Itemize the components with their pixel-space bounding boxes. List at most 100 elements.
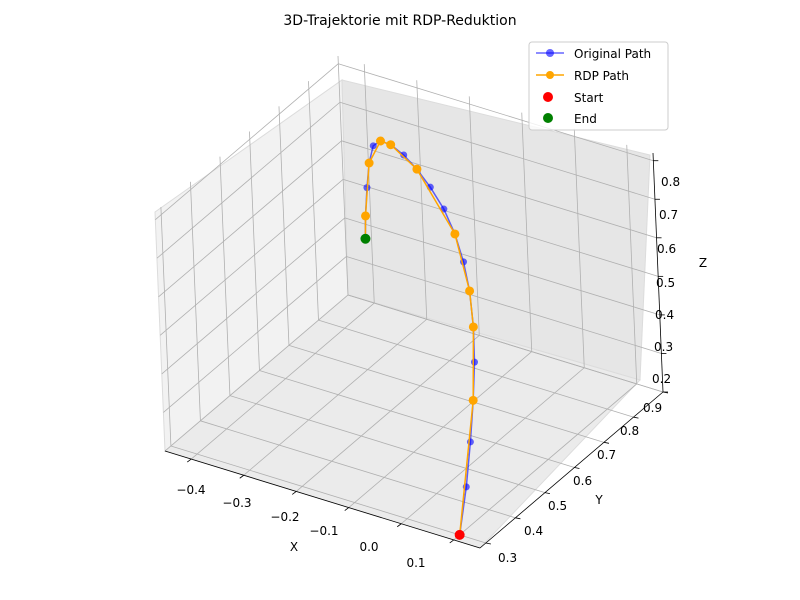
x-gridline-floor [295, 335, 480, 492]
rdp-path-point [364, 158, 374, 168]
y-tick-mark [544, 492, 551, 495]
x-tick-label: −0.2 [270, 510, 299, 524]
y-tick-label: 0.9 [643, 401, 662, 415]
rdp-path-point [386, 140, 396, 150]
rdp-path-point [468, 395, 478, 405]
y-tick-mark [574, 467, 580, 469]
y-gridline-floor [288, 344, 605, 443]
y-gridline-side [190, 181, 201, 421]
x-axis-line [164, 450, 481, 549]
x-gridline-back [416, 80, 428, 320]
series-layer [360, 136, 478, 540]
x-gridline-floor [348, 351, 533, 508]
z-tick-label: 0.5 [656, 276, 675, 290]
y-gridline-floor [229, 395, 546, 494]
z-gridline-side [159, 179, 344, 336]
y-tick-label: 0.5 [548, 499, 567, 513]
original-path-point [466, 438, 474, 446]
legend-marker-start [543, 92, 553, 102]
z-gridline-back [341, 140, 657, 239]
x-tick-mark [397, 523, 402, 528]
legend-label-rdp: RDP Path [574, 69, 629, 83]
y-tick-mark [603, 441, 610, 444]
legend-marker-end [543, 113, 553, 123]
y-gridline-floor [170, 445, 487, 544]
x-gridline-back [626, 144, 638, 384]
z-tick-label: 0.2 [652, 372, 671, 386]
x-tick-mark [239, 474, 244, 479]
y-tick-label: 0.3 [498, 551, 517, 565]
x-tick-mark [344, 507, 349, 511]
z-tick-label: 0.8 [661, 175, 680, 189]
z-gridline-back [347, 294, 664, 393]
x-gridline-back [573, 128, 585, 368]
rdp-path-point [375, 136, 385, 146]
original-path-point [400, 151, 408, 159]
start-point [454, 529, 465, 540]
axis-lines [164, 152, 664, 549]
y-gridline-floor [259, 370, 575, 468]
legend-label-start: Start [574, 91, 604, 105]
y-axis-label: Y [594, 493, 603, 507]
x-gridline-back [521, 112, 533, 352]
legend-marker-rdp [546, 71, 554, 79]
x-tick-mark [187, 458, 192, 463]
y-tick-label: 0.8 [620, 424, 639, 438]
z-tick-label: 0.7 [659, 208, 678, 222]
y-tick-mark [515, 517, 521, 520]
y-gridline-side [160, 206, 172, 446]
z-gridline-side [155, 63, 339, 221]
x-tick-label: 0.0 [359, 540, 378, 554]
tick-labels: −0.4 −0.3 −0.2 −0.1 0.0 0.1 0.3 0.4 0.5 … [176, 175, 680, 570]
x-tick-label: −0.1 [309, 524, 338, 538]
z-gridline-side [158, 140, 342, 298]
legend-label-end: End [574, 112, 597, 126]
tick-marks [187, 160, 669, 545]
y-tick-mark [633, 416, 639, 419]
original-path-point [369, 142, 377, 150]
x-gridline-floor [243, 318, 428, 476]
z-gridline-back [338, 63, 654, 162]
rdp-path-point [468, 322, 478, 332]
y-gridline-side [308, 81, 319, 321]
rdp-path-point [361, 211, 371, 221]
rdp-path-point [412, 164, 422, 174]
x-gridline-floor [400, 367, 585, 525]
x-tick-mark [292, 491, 297, 495]
z-axis-label: Z [699, 256, 707, 270]
legend-frame [528, 41, 669, 131]
legend: Original Path RDP Path Start End [528, 41, 669, 131]
z-tick-label: 0.3 [654, 340, 673, 354]
x-tick-label: −0.4 [176, 483, 205, 497]
z-tick-label: 0.6 [657, 242, 676, 256]
z-gridline-side [156, 101, 341, 259]
y-gridline-side [249, 131, 260, 371]
y-axis-line [479, 391, 664, 549]
legend-label-original: Original Path [574, 47, 651, 61]
x-tick-label: −0.3 [222, 496, 251, 510]
rdp-path-point [450, 229, 460, 239]
y-gridline-side [278, 106, 290, 346]
x-axis-label: X [290, 540, 298, 554]
legend-marker-original [546, 49, 554, 57]
original-path-point [470, 358, 478, 366]
z-gridline-back [346, 256, 662, 354]
x-gridline-floor [190, 302, 375, 460]
z-tick-label: 0.4 [655, 308, 674, 322]
z-axis-line [652, 152, 664, 393]
y-gridline-side [337, 55, 349, 296]
z-gridline-side [164, 294, 349, 452]
y-gridline-floor [318, 319, 634, 418]
x-gridline-back [363, 64, 375, 304]
x-gridline-floor [453, 383, 638, 541]
z-gridline-side [163, 256, 347, 413]
y-gridline-side [219, 156, 231, 396]
z-gridline-side [161, 217, 346, 375]
y-tick-label: 0.4 [524, 524, 543, 538]
y-tick-label: 0.6 [573, 474, 592, 488]
z-gridline-back [344, 217, 660, 316]
gridlines [155, 55, 664, 544]
x-tick-mark [449, 539, 454, 544]
end-point [360, 233, 371, 244]
z-gridline-back [339, 101, 656, 200]
